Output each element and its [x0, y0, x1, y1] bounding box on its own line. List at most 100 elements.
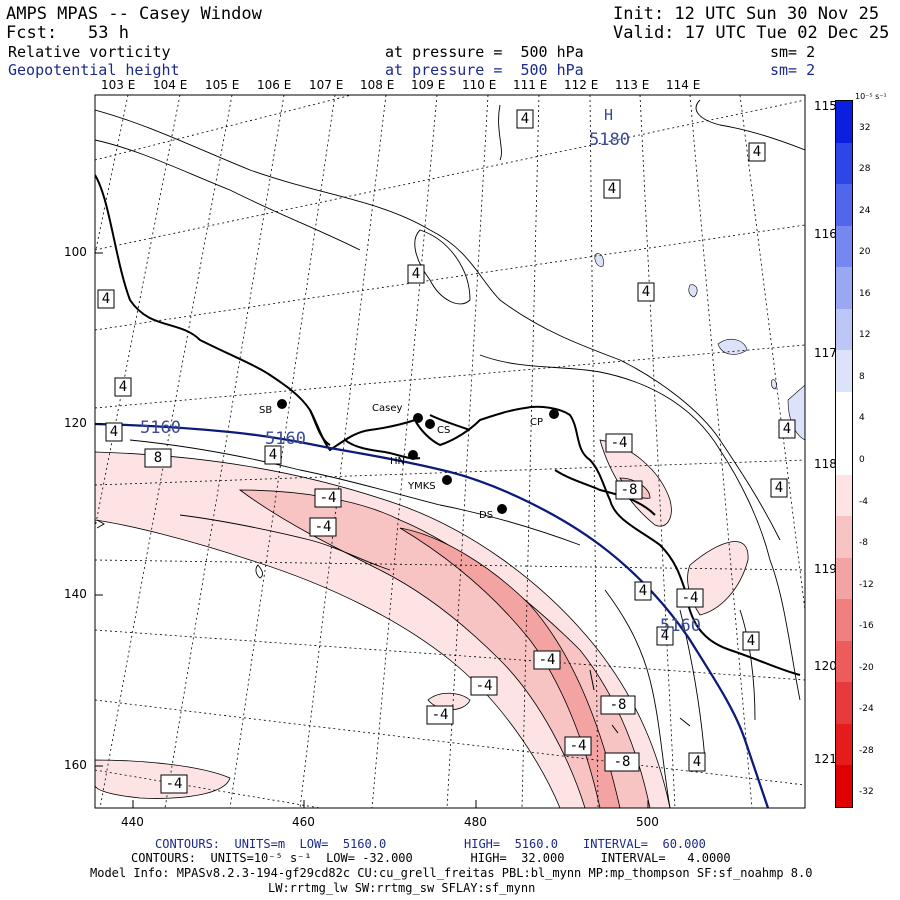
- lon-label: 103 E: [101, 78, 136, 92]
- contour-label: -4: [165, 776, 183, 792]
- contour-label: 4: [782, 421, 792, 437]
- color-bar-segment: [836, 723, 852, 766]
- contour-label: -8: [620, 482, 638, 498]
- contour-label: 4: [520, 111, 530, 127]
- lon-label: 109 E: [411, 78, 446, 92]
- color-bar-label: -12: [859, 579, 874, 590]
- contour-label: 4: [268, 447, 278, 463]
- high-marker: H: [604, 106, 614, 124]
- color-bar-label: 0: [859, 455, 865, 465]
- contour-label: -8: [609, 697, 627, 713]
- color-bar-segment: [836, 682, 852, 725]
- field1-level: at pressure = 500 hPa: [385, 43, 584, 61]
- x-tick-label: 460: [292, 815, 315, 829]
- lon-label: 113 E: [615, 78, 650, 92]
- color-bar-segment: [836, 765, 852, 808]
- misc-marks: [589, 669, 691, 734]
- station-label: YMKS: [408, 481, 436, 492]
- plot-title: AMPS MPAS -- Casey Window: [6, 4, 262, 24]
- lon-label: 105 E: [205, 78, 240, 92]
- color-bar-label: 4: [859, 413, 865, 424]
- station-label: CS: [437, 425, 451, 436]
- color-bar-label: -8: [859, 538, 868, 549]
- height-contour-high: HIGH= 5160.0: [464, 837, 558, 851]
- color-bar-segment: [836, 433, 852, 476]
- color-bar-segment: [836, 350, 852, 393]
- contour-label: 4: [638, 583, 648, 599]
- geopotential-height-contour: [95, 422, 770, 808]
- station-label: Casey: [372, 403, 403, 414]
- color-bar-label: -4: [859, 496, 868, 507]
- contour-label: -4: [569, 738, 587, 754]
- color-bar-label: -16: [859, 621, 874, 632]
- contour-label: 4: [411, 266, 421, 282]
- height-contour-interval: INTERVAL= 60.000: [583, 837, 706, 851]
- contour-label: -4: [475, 678, 493, 694]
- contour-label: 4: [746, 633, 756, 649]
- color-bar-segment: [836, 267, 852, 310]
- contour-label: -8: [613, 754, 631, 770]
- color-bar-segment: [836, 599, 852, 642]
- color-bar-segment: [836, 101, 852, 144]
- model-info: Model Info: MPASv8.2.3-194-gf29cd82c CU:…: [90, 866, 813, 880]
- vorticity-shading-positive: [594, 253, 805, 441]
- field2-level: at pressure = 500 hPa: [385, 61, 584, 79]
- color-bar: [835, 100, 853, 808]
- field2-name: Geopotential height: [8, 61, 180, 79]
- lon-label: 114 E: [666, 78, 701, 92]
- height-label: 5180: [589, 130, 630, 150]
- field1-name: Relative vorticity: [8, 43, 171, 61]
- y-tick-label: 160: [64, 758, 87, 772]
- field1-smoothing: sm= 2: [770, 43, 816, 61]
- vorticity-shading-light: [95, 439, 749, 808]
- color-bar-segment: [836, 308, 852, 351]
- contour-label: 4: [692, 754, 702, 770]
- color-bar-label: 16: [859, 288, 871, 299]
- color-bar-segment: [836, 474, 852, 517]
- contour-label: 4: [641, 284, 651, 300]
- contour-label: 4: [660, 628, 670, 644]
- lon-label: 111 E: [513, 78, 548, 92]
- graticule: [95, 95, 805, 808]
- station-label: CP: [530, 417, 544, 428]
- vorticity-contour-info: CONTOURS: UNITS=10⁻⁵ s⁻¹ LOW= -32.000 HI…: [131, 851, 731, 865]
- color-bar-segment: [836, 557, 852, 600]
- color-bar-label: -24: [859, 704, 874, 715]
- height-label: 5160: [265, 429, 306, 449]
- height-label: 5160: [660, 616, 701, 636]
- valid-time: Valid: 17 UTC Tue 02 Dec 25: [613, 23, 890, 43]
- model-info-radiation: LW:rrtmg_lw SW:rrtmg_sw SFLAY:sf_mynn: [268, 881, 536, 895]
- height-contour-info: CONTOURS: UNITS=m LOW= 5160.0: [155, 837, 387, 851]
- x-tick-label: 500: [636, 815, 659, 829]
- station-label: HN: [390, 456, 405, 467]
- color-bar-segment: [836, 142, 852, 185]
- init-time: Init: 12 UTC Sun 30 Nov 25: [613, 4, 880, 24]
- vorticity-contours: [95, 99, 805, 808]
- contour-label: 4: [109, 424, 119, 440]
- contour-label: -4: [681, 590, 699, 606]
- y-tick-label: 140: [64, 587, 87, 601]
- color-bar-units: 10⁻⁵ s⁻¹: [855, 92, 887, 101]
- contour-label: 8: [153, 450, 163, 466]
- lon-label: 104 E: [153, 78, 188, 92]
- lon-label: 107 E: [309, 78, 344, 92]
- color-bar-segment: [836, 640, 852, 683]
- contour-label: -4: [319, 490, 337, 506]
- lon-label: 106 E: [257, 78, 292, 92]
- contour-label-boxes: [97, 109, 796, 794]
- color-bar-label: -32: [859, 787, 874, 798]
- field2-smoothing: sm= 2: [770, 61, 816, 79]
- station-markers: [277, 399, 559, 514]
- color-bar-segment: [836, 516, 852, 559]
- contour-label: -4: [314, 519, 332, 535]
- lon-label: 108 E: [360, 78, 395, 92]
- contour-label: -4: [431, 707, 449, 723]
- height-label: 5160: [140, 418, 181, 438]
- contour-label: 4: [607, 181, 617, 197]
- color-bar-label: 12: [859, 330, 871, 341]
- contour-label: 4: [774, 480, 784, 496]
- plot-frame: [94, 94, 806, 809]
- contour-label: 4: [101, 291, 111, 307]
- color-bar-label: 20: [859, 247, 871, 258]
- contour-label: 4: [118, 379, 128, 395]
